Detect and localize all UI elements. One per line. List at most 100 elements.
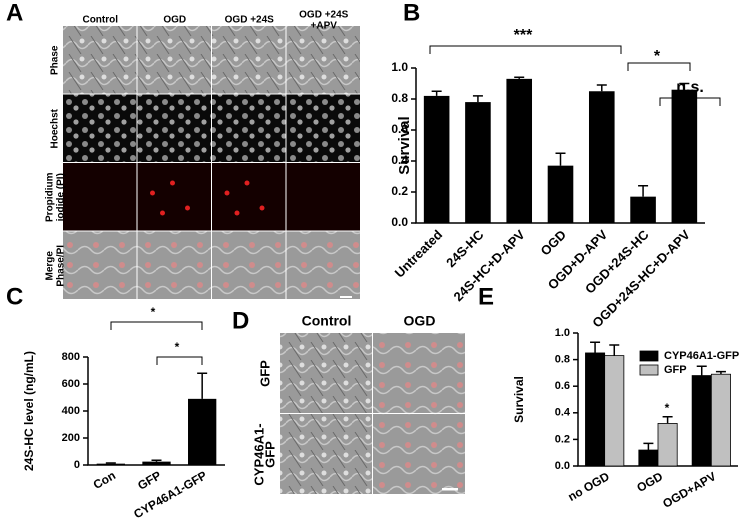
error-bar xyxy=(662,416,673,424)
significance-bracket xyxy=(429,45,622,54)
x-tick-label: OGD xyxy=(634,469,665,495)
bar xyxy=(630,196,656,223)
panel-letter: D xyxy=(232,307,249,334)
micrograph xyxy=(212,163,286,231)
annotation: n.s. xyxy=(676,79,704,96)
annotation: * xyxy=(151,305,156,319)
y-tick-label: 0.8 xyxy=(555,354,570,366)
bar xyxy=(657,423,678,467)
micrograph xyxy=(373,333,465,413)
error-bar xyxy=(609,344,620,356)
error-bar xyxy=(197,372,208,399)
bar xyxy=(188,398,217,465)
y-tick-label: 0.0 xyxy=(555,460,570,472)
micrograph xyxy=(286,163,360,231)
micrograph xyxy=(63,163,137,231)
significance-bracket xyxy=(156,356,203,365)
bar xyxy=(671,89,698,223)
error-bar xyxy=(715,370,726,375)
bar xyxy=(465,102,491,223)
row-label: CYP46A1-GFP xyxy=(252,423,278,485)
bar xyxy=(506,78,533,223)
x-tick-label: GFP xyxy=(135,468,163,492)
bar xyxy=(604,355,625,467)
x-tick-label: OGD xyxy=(537,227,569,259)
column-label: OGD +24S +APV xyxy=(299,9,349,31)
micrograph xyxy=(137,94,211,162)
pi-spot xyxy=(170,180,175,186)
row-label: Propidiumiodide (PI) xyxy=(44,172,66,222)
micrograph xyxy=(286,94,360,162)
y-tick-label: 0.4 xyxy=(555,407,571,419)
micrograph xyxy=(373,414,465,494)
panel-letter: E xyxy=(478,283,494,310)
micrograph xyxy=(137,163,211,231)
pi-spot xyxy=(224,190,230,196)
pi-spot xyxy=(150,190,155,196)
micrograph xyxy=(212,231,286,299)
significance-bracket xyxy=(659,97,721,106)
error-bar xyxy=(431,90,442,96)
annotation: * xyxy=(665,401,670,415)
legend-swatch xyxy=(639,350,659,362)
micrograph xyxy=(212,94,286,162)
error-bar xyxy=(590,341,601,353)
row-label: Phase xyxy=(50,45,61,75)
y-tick-label: 0 xyxy=(74,459,80,471)
y-tick-label: 0.6 xyxy=(555,380,570,392)
error-bar xyxy=(679,82,690,90)
error-bar xyxy=(638,185,649,197)
significance-bracket xyxy=(627,62,691,71)
y-axis-label: 24S-HC level (ng/mL) xyxy=(22,351,36,471)
micrograph xyxy=(137,26,211,94)
legend-label: CYP46A1-GFP xyxy=(664,350,739,362)
bar xyxy=(423,95,450,223)
y-tick-label: 800 xyxy=(62,351,80,363)
bar xyxy=(142,461,171,465)
error-bar xyxy=(514,76,525,79)
pi-spot xyxy=(185,205,190,211)
micrograph xyxy=(63,231,137,299)
annotation: * xyxy=(654,48,661,65)
panel-letter: C xyxy=(6,283,23,310)
pi-spot xyxy=(160,210,165,216)
y-tick-label: 1.0 xyxy=(391,60,408,74)
error-bar xyxy=(151,459,162,462)
bar xyxy=(638,449,659,467)
y-tick-label: 600 xyxy=(62,378,80,390)
y-tick-label: 1.0 xyxy=(555,327,570,339)
x-tick-label: no OGD xyxy=(565,469,612,504)
y-axis-label: Survival xyxy=(396,116,413,174)
x-tick-label: Untreated xyxy=(392,227,446,281)
error-bar xyxy=(643,442,654,451)
y-tick-label: 0.2 xyxy=(555,433,570,445)
significance-bracket xyxy=(110,321,203,330)
error-bar xyxy=(696,365,707,376)
legend-label: GFP xyxy=(664,364,687,376)
bar xyxy=(585,352,606,467)
panel-letter: B xyxy=(403,0,420,26)
micrograph xyxy=(280,333,372,413)
y-tick-label: 0.6 xyxy=(391,122,408,136)
scale-bar xyxy=(442,488,458,491)
error-bar xyxy=(472,95,483,103)
bar xyxy=(96,463,125,465)
y-axis-label: Survival xyxy=(512,376,526,423)
annotation: *** xyxy=(514,27,533,44)
micrograph xyxy=(286,231,360,299)
x-tick-label: OGD+APV xyxy=(660,469,718,511)
bar xyxy=(691,375,712,467)
bar xyxy=(710,373,731,467)
x-tick-label: Con xyxy=(91,468,118,492)
pi-spot xyxy=(259,205,265,211)
pi-spot xyxy=(244,180,250,186)
micrograph xyxy=(137,231,211,299)
micrograph xyxy=(286,26,360,94)
row-label: GFP xyxy=(257,360,272,387)
y-tick-label: 0.8 xyxy=(391,91,408,105)
column-label: OGD xyxy=(163,15,186,26)
pi-spot xyxy=(234,210,240,216)
micrograph xyxy=(63,94,137,162)
legend-swatch xyxy=(639,364,659,376)
